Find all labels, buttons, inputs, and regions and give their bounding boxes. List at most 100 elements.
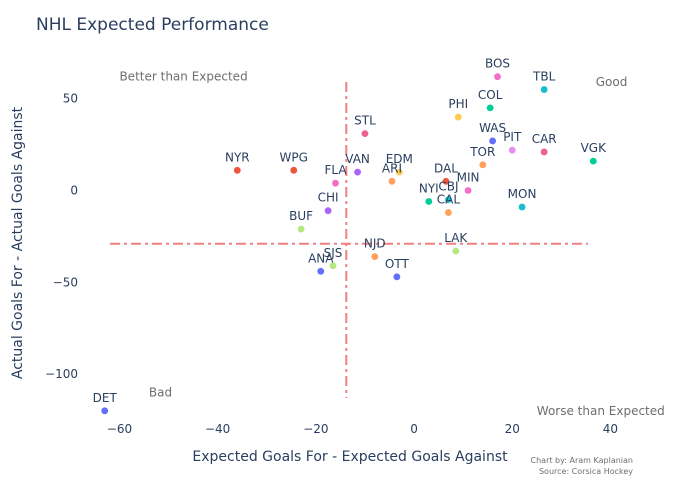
data-point-min: MIN [457,171,480,194]
data-point-tbl: TBL [532,70,556,93]
point-marker [589,157,597,165]
y-tick-label: −50 [53,275,78,289]
data-point-edm: EDM [386,152,413,176]
data-point-bos: BOS [485,57,510,81]
x-axis-title: Expected Goals For - Expected Goals Agai… [192,449,508,465]
point-label: BOS [485,57,510,71]
point-label: PHI [448,97,468,111]
credit-source: Source: Corsica Hockey [539,467,633,476]
data-point-vgk: VGK [581,141,608,165]
point-label: CBJ [438,180,458,194]
point-label: OTT [385,257,410,271]
point-label: MON [508,187,537,201]
point-label: FLA [324,163,347,177]
point-label: CAL [437,193,461,207]
quadrant-annotation: Worse than Expected [537,404,665,418]
point-label: NYI [419,182,439,196]
point-label: DET [93,391,118,405]
tick-labels: −60 −40 −20 0 20 40 50 0 −50 −100 [45,92,618,436]
point-marker [393,273,401,281]
y-tick-label: 0 [70,184,78,198]
quadrant-annotation: Bad [149,385,172,399]
point-label: BUF [289,209,313,223]
gridlines [90,98,635,375]
data-point-mon: MON [508,187,537,211]
point-marker [454,113,462,121]
credit-author: Chart by: Aram Kaplanian [531,456,633,465]
data-point-pit: PIT [503,130,522,154]
point-marker [297,225,305,233]
point-marker [486,104,494,112]
data-point-cal: CAL [437,193,461,216]
y-tick-label: 50 [63,92,78,106]
data-point-njd: NJD [364,237,386,261]
point-label: WPG [280,150,308,164]
data-point-tor: TOR [469,145,495,169]
data-point-buf: BUF [289,209,313,233]
quadrant-annotation: Good [596,75,628,89]
y-tick-label: −100 [45,367,78,381]
point-label: TOR [469,145,495,159]
point-label: COL [478,88,503,102]
point-label: EDM [386,152,413,166]
data-point-chi: CHI [318,191,339,215]
point-label: STL [354,114,376,128]
point-marker [479,161,487,169]
data-point-det: DET [93,391,118,415]
data-point-sjs: SJS [324,246,342,270]
point-marker [388,177,396,185]
data-point-wpg: WPG [280,150,308,174]
x-tick-label: −20 [303,422,328,436]
point-marker [371,253,379,261]
point-label: LAK [444,231,468,245]
data-point-ott: OTT [385,257,410,281]
x-tick-label: 40 [603,422,618,436]
point-marker [518,203,526,211]
point-marker [442,177,450,185]
point-marker [425,198,433,205]
point-marker [354,168,361,176]
data-point-nyr: NYR [225,150,250,174]
point-label: VAN [345,152,370,166]
point-label: CAR [532,132,557,146]
point-marker [233,166,241,174]
x-tick-label: −60 [107,422,132,436]
data-point-car: CAR [532,132,557,156]
point-marker [361,130,369,138]
quadrant-annotation: Better than Expected [119,70,247,84]
data-point-nyi: NYI [419,182,439,205]
point-marker [445,209,452,216]
point-marker [332,179,339,187]
point-label: VGK [581,141,608,155]
data-point-phi: PHI [448,97,468,121]
data-point-lak: LAK [444,231,468,255]
point-marker [540,148,548,156]
data-point-dal: DAL [434,161,458,185]
data-point-col: COL [478,88,503,112]
point-marker [324,207,332,215]
data-point-van: VAN [345,152,370,176]
quadrant-annotations: Better than Expected Good Bad Worse than Ex… [119,70,664,418]
point-marker [508,146,516,154]
point-marker [445,196,452,204]
data-point-was: WAS [479,121,506,145]
point-marker [494,73,501,81]
point-label: CHI [318,191,339,205]
x-tick-label: 0 [410,422,418,436]
point-marker [101,407,109,415]
point-label: ARI [382,161,402,175]
point-label: NJD [364,237,386,251]
point-marker [540,86,548,93]
point-marker [464,187,472,194]
point-label: ANA [308,251,334,265]
data-point-fla: FLA [324,163,347,187]
chart-title: NHL Expected Performance [36,15,269,35]
point-marker [395,168,403,176]
point-label: PIT [503,130,522,144]
point-marker [452,247,460,255]
data-point-cbj: CBJ [438,180,459,204]
point-marker [317,267,325,275]
point-marker [329,262,337,270]
point-marker [489,137,497,145]
